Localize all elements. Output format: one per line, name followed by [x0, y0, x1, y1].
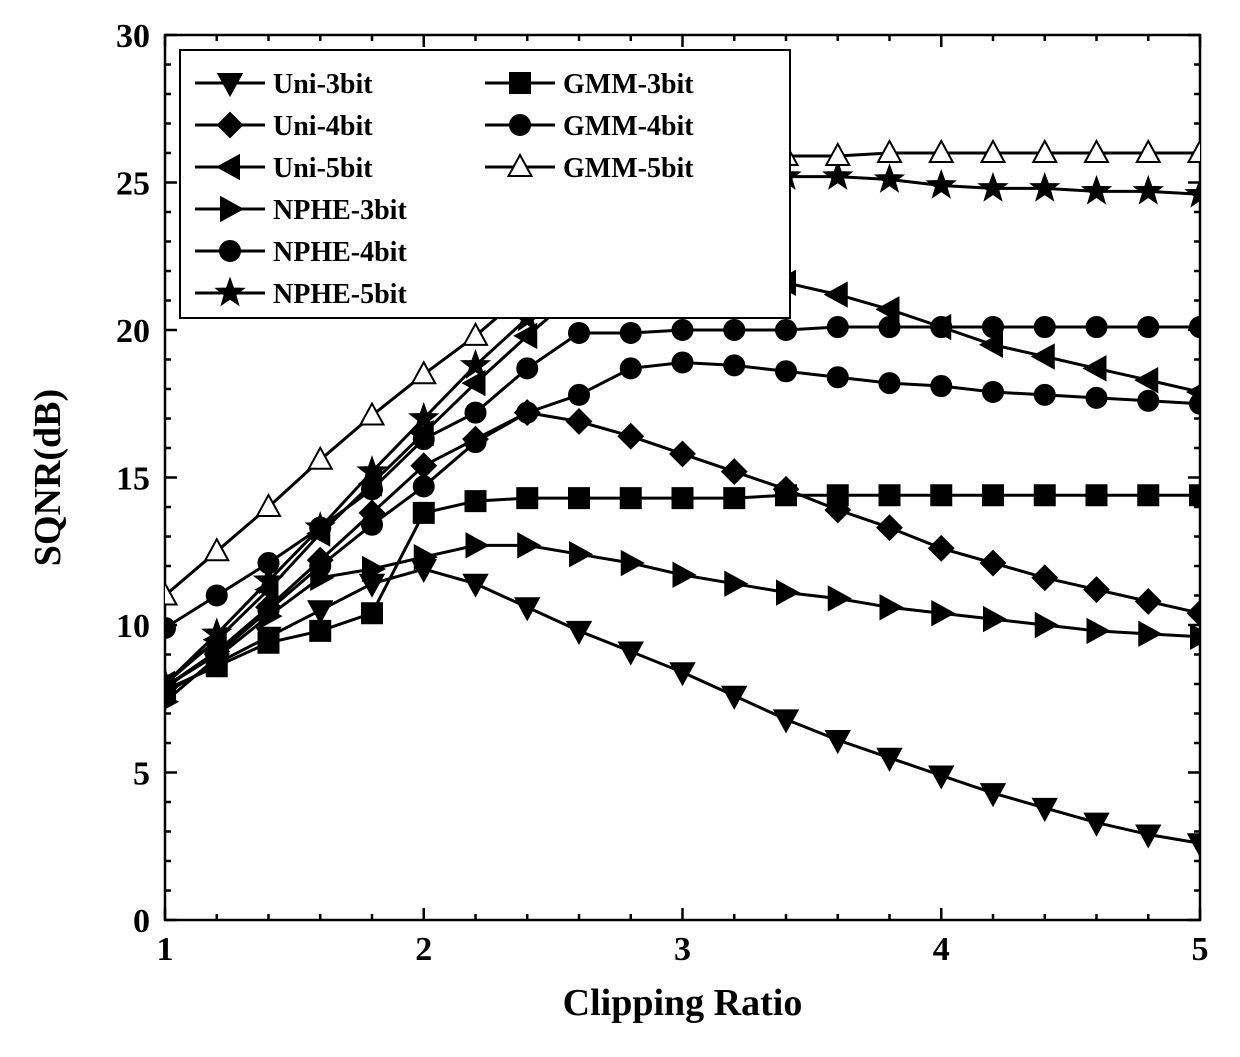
- y-axis-label: SQNR(dB): [27, 389, 69, 566]
- legend-label: Uni-3bit: [273, 69, 373, 100]
- y-tick-label: 20: [116, 313, 150, 350]
- legend-label: GMM-3bit: [563, 69, 694, 100]
- x-tick-label: 1: [157, 931, 174, 968]
- x-axis-label: Clipping Ratio: [563, 982, 803, 1024]
- y-tick-label: 25: [116, 166, 150, 203]
- y-tick-label: 0: [133, 903, 150, 940]
- legend-label: GMM-5bit: [563, 153, 694, 184]
- legend-label: Uni-4bit: [273, 111, 373, 142]
- legend-label: NPHE-4bit: [273, 237, 407, 268]
- y-tick-label: 5: [133, 756, 150, 793]
- legend-label: GMM-4bit: [563, 111, 694, 142]
- legend-label: NPHE-3bit: [273, 195, 407, 226]
- x-tick-label: 4: [933, 931, 950, 968]
- chart-svg: 1 2 3 4 5 0 5 10 15 20 25 30 Clipping Ratio SQNR(dB) U…: [0, 0, 1240, 1057]
- x-tick-label: 5: [1192, 931, 1209, 968]
- sqnr-chart: 1 2 3 4 5 0 5 10 15 20 25 30 Clipping Ratio SQNR(dB) U…: [0, 0, 1240, 1057]
- x-tick-label: 2: [415, 931, 432, 968]
- x-tick-label: 3: [674, 931, 691, 968]
- legend-label: Uni-5bit: [273, 153, 373, 184]
- legend-label: NPHE-5bit: [273, 279, 407, 310]
- y-tick-label: 30: [116, 18, 150, 55]
- y-tick-label: 10: [116, 608, 150, 645]
- legend: Uni-3bit Uni-4bit Uni-5bit NPHE-3bit NPHE-4b…: [180, 50, 790, 318]
- y-tick-label: 15: [116, 461, 150, 498]
